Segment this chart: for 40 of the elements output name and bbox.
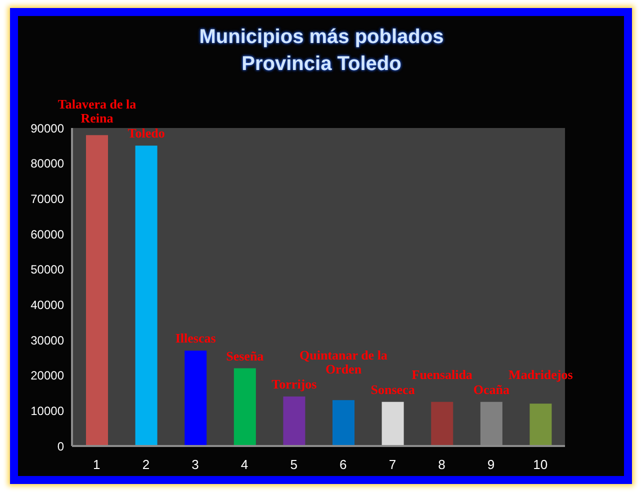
x-tick-label: 1 (93, 457, 100, 472)
y-tick-label: 50000 (30, 262, 64, 277)
x-tick-label: 4 (240, 457, 248, 472)
x-tick-label: 3 (192, 457, 199, 472)
bar (184, 350, 207, 446)
chart-subtitle: Provincia Toledo (240, 53, 402, 76)
x-tick-label: 6 (340, 457, 347, 472)
bar (135, 146, 158, 446)
bar (530, 404, 552, 446)
x-tick-label: 10 (533, 457, 548, 472)
y-tick-label: 0 (57, 439, 64, 454)
x-tick-label: 9 (487, 457, 495, 472)
y-tick-label: 60000 (30, 227, 64, 242)
y-tick-label: 20000 (30, 368, 64, 383)
y-tick-label: 90000 (30, 121, 64, 136)
x-tick-label: 5 (290, 457, 298, 472)
bar (283, 396, 306, 446)
chart-title: Municipios más poblados (198, 26, 445, 49)
data-label: Sonseca (370, 382, 416, 397)
bar (86, 135, 108, 446)
y-tick-label: 40000 (30, 298, 64, 312)
x-tick-label: 8 (438, 457, 446, 472)
data-label: Seseña (226, 348, 264, 364)
y-tick-label: 30000 (30, 333, 64, 348)
data-label: Madridejos (508, 366, 573, 382)
data-label: Toledo (128, 126, 165, 141)
data-label: Fuensalida (412, 366, 473, 382)
bar (382, 402, 404, 446)
data-label: Torrijos (272, 376, 317, 392)
y-tick-label: 70000 (30, 192, 64, 206)
data-label: Quintanar de la Orden (300, 348, 388, 377)
data-label: Ocaña (473, 382, 510, 397)
data-label: Illescas (175, 330, 216, 346)
y-tick-label: 80000 (30, 156, 64, 171)
x-tick-label: 2 (142, 457, 150, 472)
bar (431, 402, 454, 446)
bar (332, 400, 354, 446)
y-tick-label: 10000 (30, 404, 64, 418)
bar (234, 368, 256, 446)
x-tick-label: 7 (388, 457, 396, 472)
